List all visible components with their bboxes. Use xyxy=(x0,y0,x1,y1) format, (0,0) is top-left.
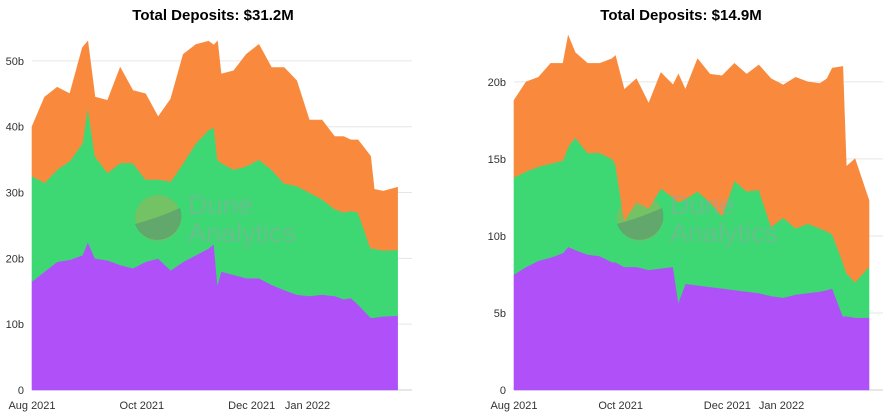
chart-right-x-tick-0: Aug 2021 xyxy=(490,400,537,412)
chart-left-x-axis: Aug 2021 Oct 2021 Dec 2021 Jan 2022 xyxy=(8,400,330,412)
chart-right-y-axis: 0 5b 10b 15b 20b xyxy=(488,77,506,397)
chart-right-y-tick-1: 5b xyxy=(494,308,506,320)
chart-left-x-tick-2: Dec 2021 xyxy=(228,400,275,412)
chart-right-title: Total Deposits: $14.9M xyxy=(600,7,761,24)
chart-right-watermark-line-2: Analytics xyxy=(670,218,778,248)
chart-left-y-axis: 0 10b 20b 30b 40b 50b xyxy=(6,56,24,397)
chart-right-x-tick-3: Jan 2022 xyxy=(759,400,804,412)
chart-right-watermark-logo-icon xyxy=(617,195,663,241)
chart-left-y-tick-4: 40b xyxy=(6,122,24,134)
chart-left-y-tick-0: 0 xyxy=(18,385,24,397)
chart-left-x-tick-1: Oct 2021 xyxy=(120,400,165,412)
chart-right-areas xyxy=(513,34,870,391)
chart-right-y-tick-3: 15b xyxy=(488,154,506,166)
chart-right-y-tick-2: 10b xyxy=(488,231,506,243)
chart-left-x-tick-3: Jan 2022 xyxy=(285,400,330,412)
chart-left-y-tick-5: 50b xyxy=(6,56,24,68)
chart-right-x-tick-1: Oct 2021 xyxy=(598,400,643,412)
chart-left-y-tick-3: 30b xyxy=(6,188,24,200)
chart-right-x-tick-2: Dec 2021 xyxy=(704,400,751,412)
chart-right-y-tick-0: 0 xyxy=(500,385,506,397)
chart-right-x-axis: Aug 2021 Oct 2021 Dec 2021 Jan 2022 xyxy=(490,400,804,412)
chart-left-area-3 xyxy=(31,40,398,251)
chart-left-watermark-line-1: Dune xyxy=(188,190,253,220)
chart-right-watermark-logo-shade xyxy=(617,208,664,240)
chart-right-area-3 xyxy=(513,34,870,283)
chart-left-watermark-logo-icon xyxy=(135,195,181,241)
chart-right-y-tick-4: 20b xyxy=(488,77,506,89)
chart-left-y-tick-2: 20b xyxy=(6,253,24,265)
chart-left-x-tick-0: Aug 2021 xyxy=(8,400,55,412)
chart-left-watermark-line-2: Analytics xyxy=(188,218,296,248)
chart-left-title: Total Deposits: $31.2M xyxy=(132,7,293,24)
chart-left-watermark-logo-shade xyxy=(135,208,182,240)
chart-left-y-tick-1: 10b xyxy=(6,319,24,331)
chart-right-watermark-line-1: Dune xyxy=(670,190,735,220)
chart-left-areas xyxy=(31,40,398,391)
